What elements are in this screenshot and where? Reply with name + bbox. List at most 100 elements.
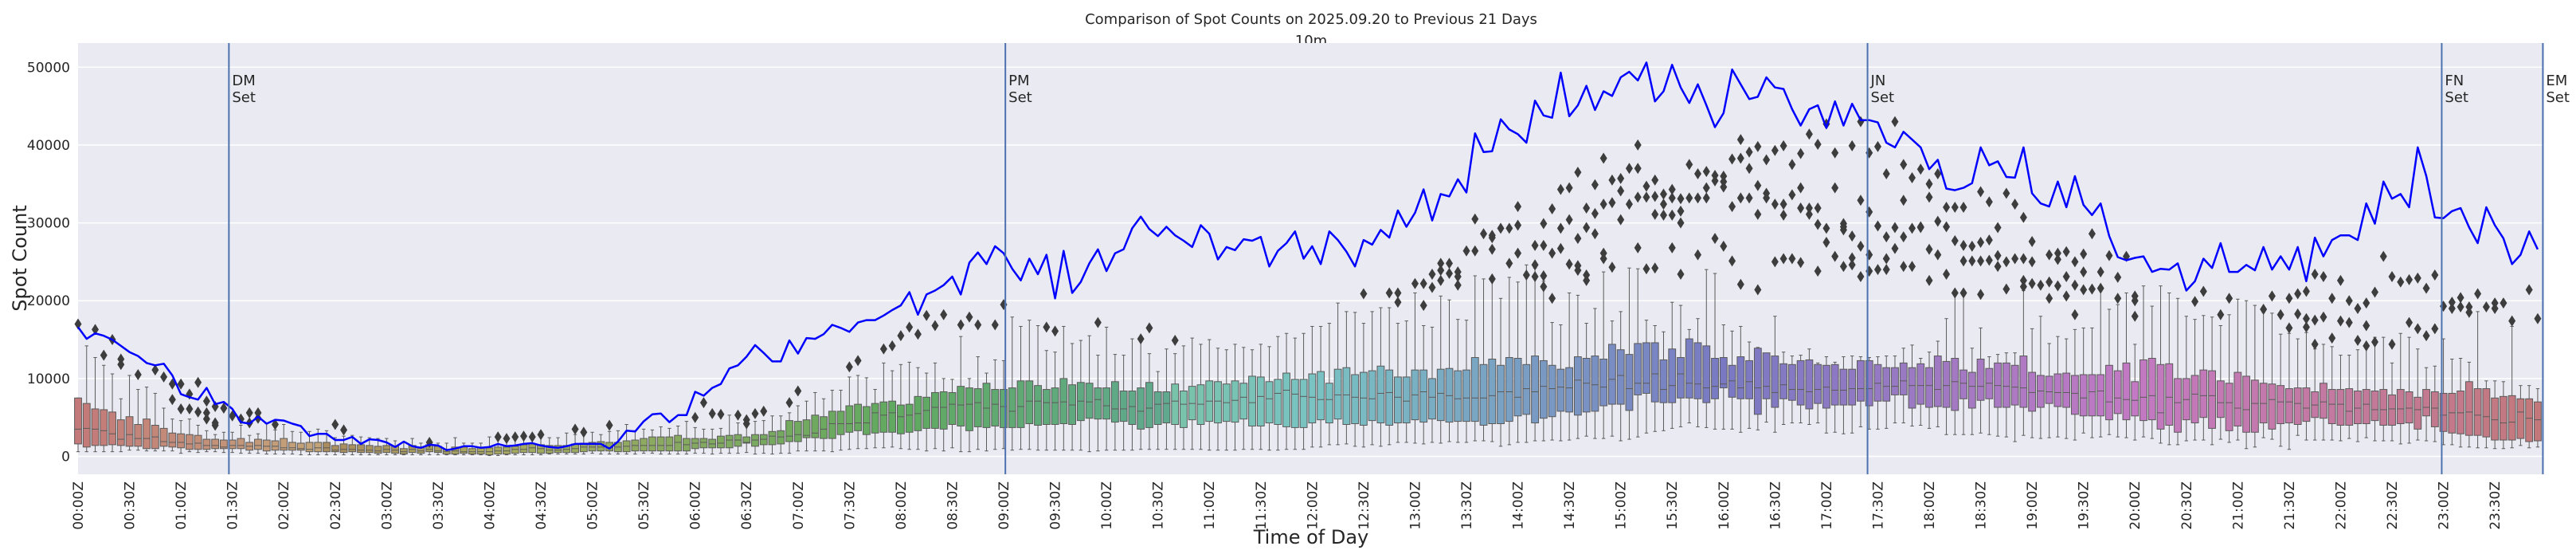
outlier-point <box>1925 243 1933 255</box>
outlier-point <box>2371 336 2379 348</box>
box <box>1299 332 1308 450</box>
box <box>1428 269 1436 443</box>
box-body <box>2482 388 2491 438</box>
box-body <box>674 434 683 452</box>
outlier-point <box>1540 239 1548 251</box>
box <box>957 319 965 453</box>
box <box>1745 146 1753 429</box>
outlier-point <box>1968 255 1976 267</box>
outlier-point <box>1805 128 1813 140</box>
outlier-point <box>1394 287 1402 299</box>
outlier-point <box>879 343 887 355</box>
box-body <box>2010 364 2019 406</box>
x-tick-label: 03:30Z <box>431 481 447 530</box>
outlier-point <box>1651 262 1659 274</box>
box-body <box>2327 389 2336 425</box>
box-body <box>280 438 288 451</box>
outlier-point <box>742 418 750 430</box>
box-body <box>982 383 991 428</box>
outlier-point <box>1925 274 1933 286</box>
box <box>845 361 854 450</box>
box <box>2507 315 2516 449</box>
outlier-point <box>2422 330 2430 342</box>
x-tick-label: 20:30Z <box>2179 481 2195 530</box>
outlier-point <box>1531 259 1539 271</box>
box-body <box>1959 369 1967 399</box>
box <box>1051 325 1059 451</box>
outlier-point <box>2336 274 2344 286</box>
outlier-point <box>1677 217 1685 229</box>
box-body <box>1325 383 1333 424</box>
box <box>1728 153 1736 430</box>
box-body <box>177 433 186 449</box>
outlier-point <box>186 403 194 415</box>
box-body <box>665 436 674 452</box>
box <box>571 423 579 455</box>
box <box>742 414 751 454</box>
box-body <box>1085 383 1094 419</box>
box <box>2345 295 2354 439</box>
outlier-point <box>1428 269 1436 281</box>
outlier-point <box>1754 208 1762 220</box>
outlier-point <box>1839 221 1847 233</box>
box <box>1274 336 1282 451</box>
box-body <box>854 403 863 431</box>
box <box>1719 170 1728 430</box>
outlier-point <box>1694 249 1702 261</box>
box-body <box>460 446 468 454</box>
outlier-point <box>1959 202 1967 214</box>
outlier-point <box>1548 247 1556 259</box>
outlier-point <box>1908 261 1916 273</box>
box-body <box>922 396 931 429</box>
box-body <box>1736 356 1745 399</box>
x-tick-label: 11:30Z <box>1254 481 1270 530</box>
box <box>296 431 305 456</box>
box-body <box>2071 375 2079 415</box>
box-body <box>2277 385 2285 425</box>
box-body <box>1616 349 1625 405</box>
box-body <box>1933 356 1942 407</box>
box-body <box>1677 357 1685 399</box>
box <box>1479 228 1488 442</box>
box-body <box>2208 370 2216 429</box>
box <box>1256 344 1265 450</box>
box-body <box>905 403 914 433</box>
outlier-point <box>1977 236 1985 248</box>
box-body <box>1976 358 1985 401</box>
box <box>1445 257 1454 442</box>
outlier-point <box>1505 257 1513 269</box>
box-body <box>1573 356 1582 416</box>
box <box>1137 333 1145 450</box>
box-body <box>2320 383 2327 419</box>
box <box>1394 287 1402 443</box>
box-body <box>1462 369 1470 422</box>
box <box>2354 302 2362 442</box>
x-tick-label: 07:00Z <box>791 481 807 530</box>
box-body <box>1582 357 1591 413</box>
outlier-point <box>2002 256 2010 268</box>
box <box>2002 187 2010 438</box>
event-label: Set <box>1871 89 1895 106</box>
outlier-point <box>1873 140 1881 152</box>
box-body <box>1899 362 1908 395</box>
box <box>1814 138 1822 424</box>
box <box>100 349 108 453</box>
box <box>1677 193 1685 427</box>
box <box>1908 171 1916 426</box>
box <box>2165 292 2174 446</box>
box <box>2362 297 2370 438</box>
outlier-point <box>2080 248 2088 260</box>
y-axis-ticks: 0 10000 20000 30000 40000 50000 <box>27 60 70 465</box>
outlier-point <box>1908 222 1916 234</box>
box <box>1942 202 1951 435</box>
outlier-point <box>1959 239 1967 251</box>
box <box>1994 222 2002 437</box>
outlier-point <box>2096 282 2104 294</box>
outlier-point <box>1797 202 1805 214</box>
box <box>896 330 905 450</box>
outlier-point <box>1419 300 1427 312</box>
x-axis-ticks: 00:00Z 00:30Z 01:00Z 01:30Z 02:00Z 02:30Z 03:0… <box>71 481 2504 530</box>
box-body <box>1565 367 1574 413</box>
box-body <box>1796 360 1805 406</box>
